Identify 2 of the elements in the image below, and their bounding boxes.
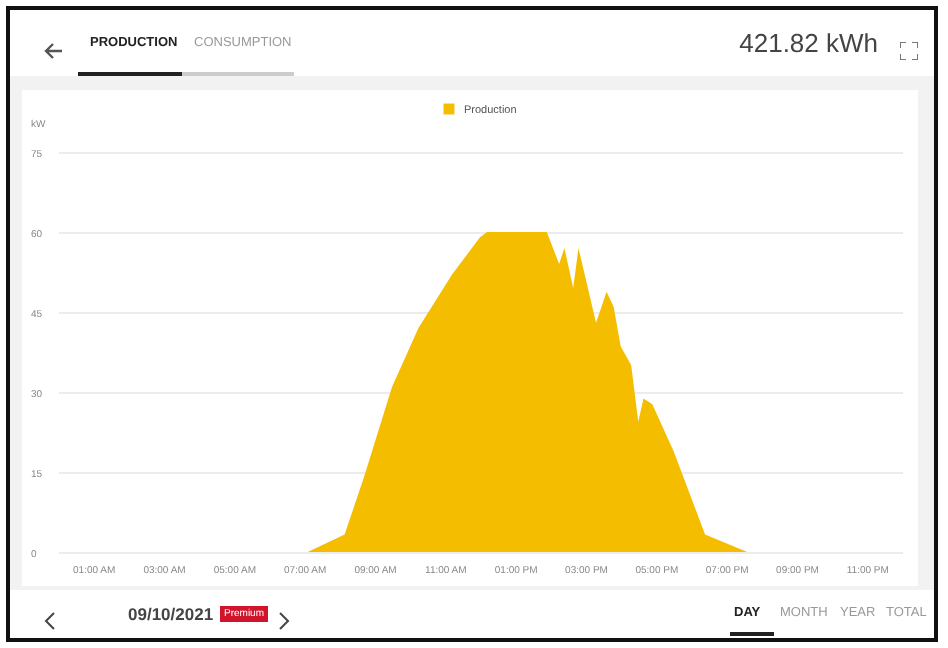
text: 09/10/2021	[128, 604, 214, 624]
text: 421.82 kWh	[739, 28, 878, 58]
